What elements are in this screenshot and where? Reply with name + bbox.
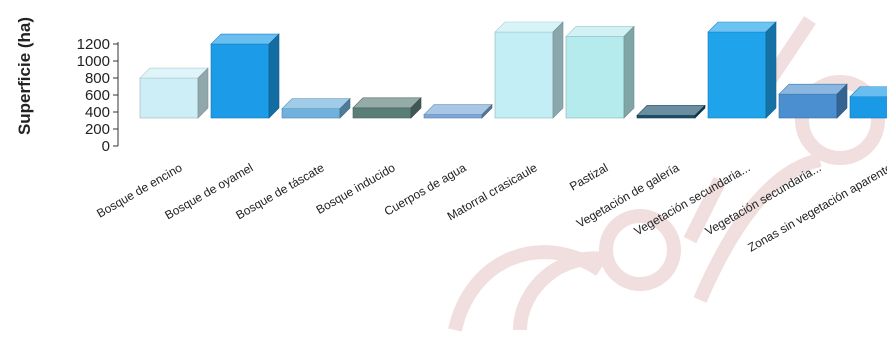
x-tick-label: Vegetación secundaria... — [703, 160, 824, 238]
bar — [139, 67, 209, 119]
bar — [849, 86, 887, 119]
bar — [636, 104, 706, 119]
y-tick-label: 800 — [85, 70, 110, 87]
bar — [281, 97, 351, 119]
y-axis-label: Superficie (ha) — [15, 17, 34, 135]
y-tick-label: 0 — [102, 138, 110, 155]
bar — [352, 97, 422, 119]
bar — [707, 21, 777, 119]
y-tick-label: 200 — [85, 121, 110, 138]
bar — [423, 103, 493, 119]
x-tick-label: Pastizal — [567, 160, 610, 193]
y-tick-label: 600 — [85, 87, 110, 104]
bar — [494, 21, 564, 119]
bar — [778, 83, 848, 119]
y-tick-label: 400 — [85, 104, 110, 121]
bar — [210, 33, 280, 119]
y-tick-label: 1000 — [77, 53, 110, 70]
bars-group — [139, 21, 887, 119]
watermark-logo — [448, 16, 885, 332]
y-tick-label: 1200 — [77, 36, 110, 53]
bar — [565, 25, 635, 119]
